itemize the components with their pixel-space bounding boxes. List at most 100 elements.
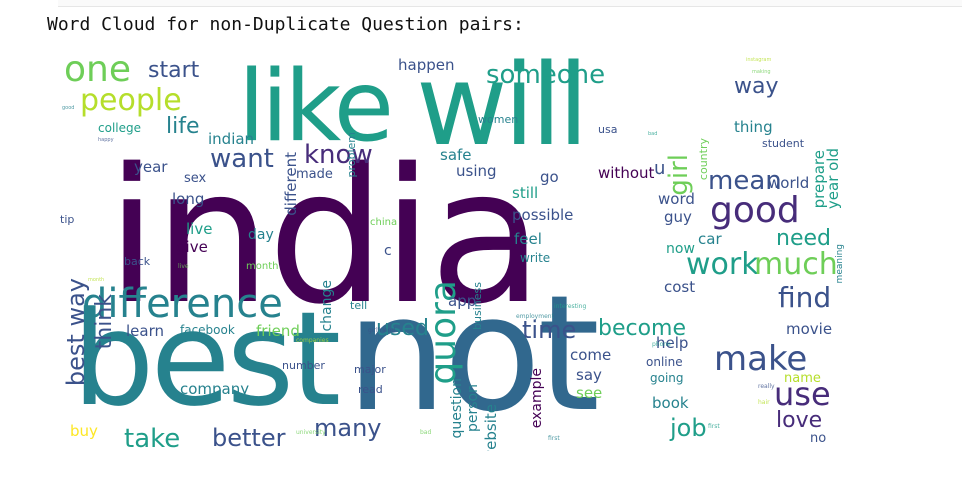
cloud-word-possible: possible (512, 206, 574, 224)
cloud-word-many: many (314, 414, 382, 442)
cloud-word-major: major (354, 363, 386, 376)
cloud-word-come: come (570, 346, 612, 364)
cloud-word-work: work (686, 247, 759, 282)
word-cloud-image: india not best will like difference people good… (58, 48, 864, 451)
cloud-word-people: people (80, 83, 182, 118)
output-caption: Word Cloud for non-Duplicate Question pa… (47, 14, 524, 35)
cloud-word-one: one (64, 49, 131, 90)
cloud-word-thing: thing (734, 118, 773, 136)
cloud-word-tip: tip (60, 213, 75, 226)
cloud-word-take: take (124, 424, 181, 451)
cloud-word-help: help (656, 334, 689, 352)
cloud-word-find: find (778, 281, 832, 314)
cloud-word-small-interesting: interesting (554, 303, 587, 310)
cloud-word-want: want (210, 144, 274, 174)
cloud-word-start: start (148, 58, 200, 83)
cloud-word-no: no (810, 431, 827, 446)
cloud-word-know: know (304, 140, 373, 170)
cloud-word-small-bad: bad (648, 131, 658, 137)
cloud-word-make: make (714, 339, 808, 379)
cloud-word-guy: guy (664, 208, 692, 226)
cloud-word-tell: tell (350, 299, 368, 312)
cloud-word-word: word (658, 190, 695, 208)
cloud-word-number: number (282, 359, 325, 372)
cloud-word-better: better (212, 424, 286, 451)
cloud-word-mean: mean (708, 166, 782, 196)
cloud-word-small-university: university (296, 429, 326, 436)
cloud-word-read: read (358, 383, 383, 396)
cloud-word-year-old: year old (824, 148, 842, 210)
cloud-word-world: world (768, 174, 810, 192)
cloud-word-still: still (512, 184, 539, 202)
cloud-word-car: car (698, 230, 722, 248)
cloud-word-india: india (106, 128, 543, 345)
cloud-word-friend: friend (256, 322, 300, 340)
cloud-word-small-happy: happy (98, 137, 114, 143)
cloud-word-see: see (576, 384, 603, 402)
cloud-word-sex: sex (184, 171, 207, 186)
cloud-word-problem: problem (345, 132, 358, 178)
cloud-word-website: website (482, 404, 500, 451)
cloud-word-app: app (448, 292, 477, 310)
cloud-word-facebook: facebook (180, 323, 235, 337)
cloud-word-live: live (186, 220, 213, 238)
cloud-word-day: day (248, 227, 274, 243)
cell-top-border (58, 0, 962, 7)
cloud-word-country: country (697, 138, 710, 181)
cloud-word-company: company (180, 380, 250, 398)
cloud-word-going: going (650, 371, 684, 385)
cloud-word-china: china (370, 217, 398, 228)
cloud-word-will: will (416, 48, 589, 171)
cloud-word-c: c (384, 243, 392, 259)
cloud-word-buy: buy (70, 422, 98, 440)
cloud-word-using: using (456, 162, 497, 180)
cloud-word-way: way (734, 74, 779, 99)
cloud-word-best: best (72, 283, 341, 435)
cloud-word-student: student (762, 137, 805, 150)
cloud-word-made: made (296, 167, 333, 182)
cloud-word-name: name (784, 371, 821, 386)
cloud-word-good: good (710, 190, 800, 231)
cloud-word-say: say (576, 366, 602, 384)
cloud-word-year: year (134, 158, 168, 176)
cloud-word-time: time (522, 316, 577, 344)
cloud-word-feel: feel (514, 230, 542, 248)
cloud-word-life: life (166, 114, 200, 139)
cloud-word-meaning: meaning (835, 244, 845, 284)
cloud-word-usa: usa (598, 123, 618, 136)
cloud-word-think: think (92, 294, 117, 350)
cloud-word-give: give (176, 238, 208, 256)
cloud-word-like: like (238, 50, 394, 164)
cloud-word-small-girlfriend: girlfriend (368, 327, 396, 334)
cloud-word-now: now (666, 241, 695, 257)
cloud-word-small-first: first (708, 423, 720, 430)
cloud-word-month: month (246, 261, 279, 272)
cloud-word-need: need (776, 226, 831, 251)
cloud-word-small-phone: phone (652, 341, 671, 348)
cloud-word-small-hair: hair (758, 399, 770, 406)
cloud-word-small-month: month (88, 277, 105, 283)
cloud-word-not: not (346, 260, 600, 447)
cloud-word-best-way: best way (62, 278, 90, 387)
cloud-word-book: book (652, 394, 689, 412)
cloud-word-small-really: really (758, 383, 775, 390)
cloud-word-much: much (754, 247, 838, 282)
cloud-word-small-live: live (178, 263, 189, 270)
cloud-word-small-employment: employment (516, 313, 554, 320)
cloud-word-small-first: first (548, 435, 560, 442)
cloud-word-online: online (646, 355, 683, 369)
cloud-word-back: back (124, 255, 151, 268)
cloud-word-long: long (172, 190, 205, 208)
cloud-word-used: used (376, 316, 429, 341)
cloud-word-movie: movie (786, 320, 833, 338)
cloud-word-small-instagram: instagram (746, 57, 772, 63)
cloud-word-u: u (654, 158, 666, 179)
cloud-word-write: write (520, 251, 551, 265)
cloud-word-without: without (598, 164, 655, 182)
cloud-word-women: women (478, 113, 519, 126)
cloud-word-use: use (774, 375, 831, 413)
cloud-word-question: question (449, 378, 465, 439)
cloud-word-college: college (98, 121, 141, 135)
cloud-word-go: go (540, 168, 559, 186)
cloud-word-change: change (319, 280, 335, 332)
